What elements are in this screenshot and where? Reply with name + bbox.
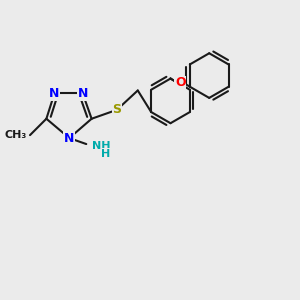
Text: O: O — [175, 76, 185, 89]
Text: NH: NH — [92, 140, 110, 151]
Text: N: N — [64, 132, 74, 145]
Text: CH₃: CH₃ — [5, 130, 27, 140]
Text: S: S — [112, 103, 122, 116]
Text: N: N — [49, 87, 60, 100]
Text: N: N — [77, 87, 88, 100]
Text: H: H — [101, 149, 110, 159]
